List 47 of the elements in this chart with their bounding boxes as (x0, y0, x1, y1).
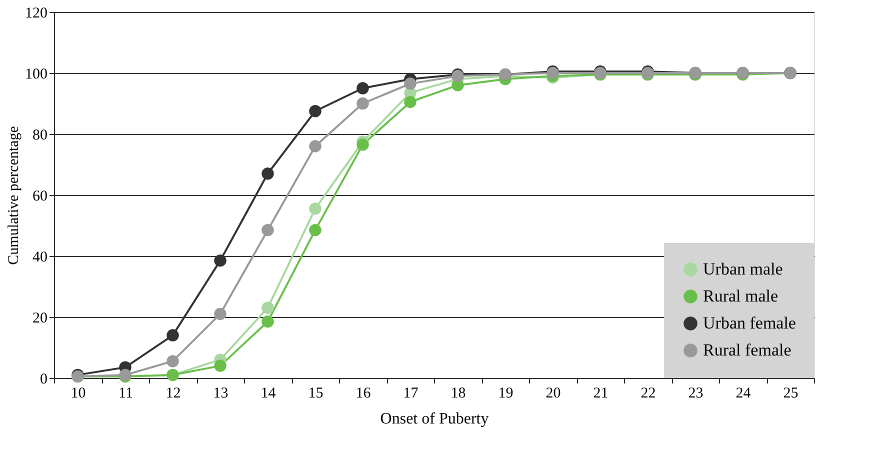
x-tick-label: 19 (498, 386, 514, 402)
point (309, 224, 322, 236)
y-tick-label: 0 (40, 372, 48, 388)
point (166, 329, 179, 342)
x-axis-title: Onset of Puberty (380, 410, 489, 428)
y-tick-label: 40 (32, 250, 48, 266)
point (262, 168, 274, 180)
point (214, 360, 226, 372)
point (404, 96, 416, 108)
x-tick-label: 21 (593, 386, 608, 402)
legend-label: Rural female (703, 340, 792, 360)
x-tick-label: 17 (403, 386, 419, 402)
y-tick-label: 60 (32, 188, 48, 204)
point (262, 224, 274, 236)
x-tick-label: 20 (546, 386, 561, 402)
point (214, 308, 226, 320)
legend-label: Urban female (703, 314, 796, 332)
legend-label: Urban male (703, 260, 783, 278)
x-tick-label: 16 (356, 386, 372, 402)
x-tick-label: 10 (70, 386, 86, 402)
y-tick-label: 20 (32, 310, 48, 326)
point (356, 138, 369, 151)
point (356, 97, 369, 110)
x-tick-label: 14 (260, 386, 276, 402)
point (309, 202, 322, 215)
x-tick-label: 18 (450, 386, 466, 402)
point (404, 78, 416, 90)
x-tick-label: 11 (118, 386, 133, 402)
point (214, 254, 226, 267)
legend-label: Rural male (703, 286, 778, 306)
y-tick-label: 120 (25, 6, 48, 22)
point (309, 140, 322, 152)
x-tick-label: 24 (736, 386, 752, 402)
point (166, 355, 179, 368)
x-tick-label: 13 (213, 386, 228, 402)
x-tick-label: 15 (308, 386, 324, 402)
x-tick-label: 22 (640, 386, 656, 402)
point (309, 105, 322, 118)
x-tick-label: 23 (688, 386, 704, 402)
y-tick-label: 80 (32, 128, 48, 144)
point (262, 315, 274, 328)
x-tick-label: 12 (166, 386, 181, 402)
point (262, 302, 274, 314)
y-axis-title: Cumulative percentage (6, 126, 22, 265)
y-tick-label: 100 (25, 66, 48, 82)
x-tick-label: 25 (783, 386, 798, 402)
point (356, 82, 369, 94)
